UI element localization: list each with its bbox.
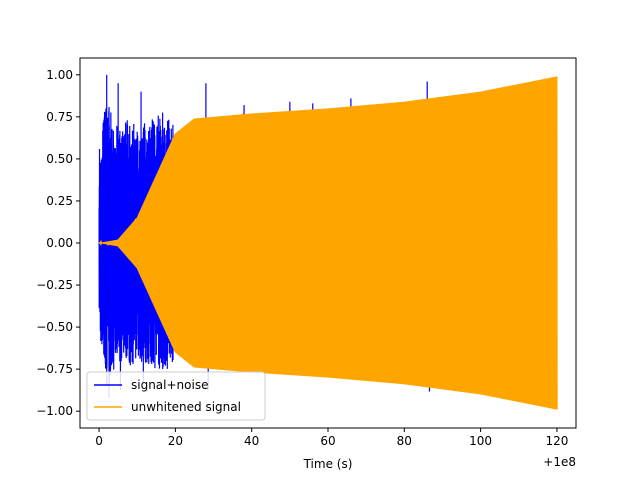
x-axis-label: Time (s)	[303, 457, 353, 471]
y-axis: −1.00 −0.75 −0.50 −0.25 0.00 0.25 0.50 0.75 1.00	[36, 68, 80, 418]
y-tick-label: −0.50	[36, 320, 73, 334]
x-tick-label: 80	[397, 434, 412, 448]
y-tick-label: 0.50	[46, 152, 73, 166]
y-tick-label: −0.75	[36, 362, 73, 376]
y-tick-label: −1.00	[36, 404, 73, 418]
x-axis-offset-label: +1e8	[543, 455, 576, 469]
x-tick-label: 20	[168, 434, 183, 448]
series-unwhitened-signal-line	[98, 76, 558, 410]
legend-frame	[86, 371, 266, 421]
y-tick-label: 0.75	[46, 110, 73, 124]
y-tick-label: 0.25	[46, 194, 73, 208]
x-tick-label: 0	[95, 434, 103, 448]
x-tick-label: 100	[469, 434, 492, 448]
legend: signal+noise unwhitened signal	[86, 371, 266, 421]
x-tick-label: 120	[545, 434, 568, 448]
legend-label-signal-noise: signal+noise	[131, 378, 208, 392]
y-tick-label: −0.25	[36, 278, 73, 292]
y-tick-label: 0.00	[46, 236, 73, 250]
legend-label-unwhitened-signal: unwhitened signal	[131, 400, 241, 414]
x-axis: 0 20 40 60 80 100 120	[95, 428, 568, 448]
x-tick-label: 60	[320, 434, 335, 448]
y-tick-label: 1.00	[46, 68, 73, 82]
plot-data	[98, 74, 558, 410]
x-tick-label: 40	[244, 434, 259, 448]
